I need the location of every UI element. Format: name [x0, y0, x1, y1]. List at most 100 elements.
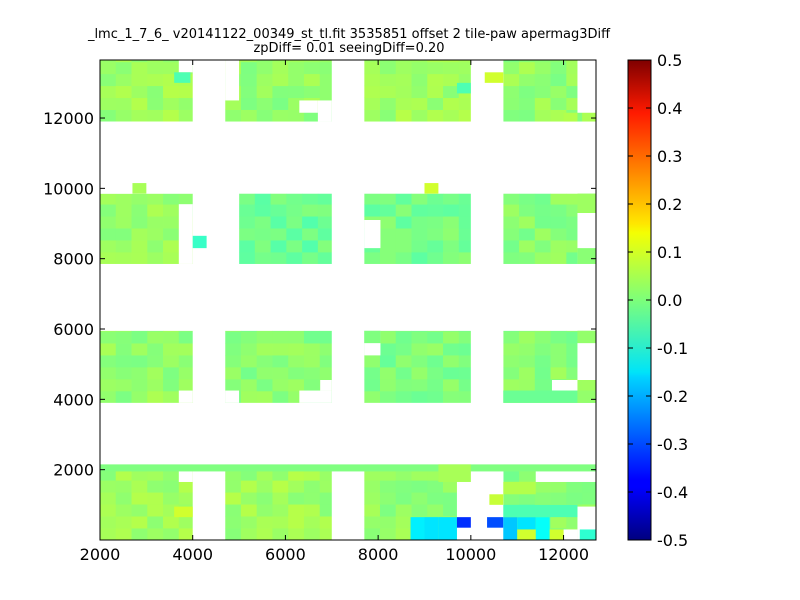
heatmap-cell: [411, 504, 428, 517]
heatmap-cell: [178, 343, 194, 356]
heatmap-cell: [443, 97, 460, 110]
heatmap-cell: [411, 240, 428, 253]
heatmap-cell: [272, 330, 289, 332]
heatmap-cell: [240, 378, 258, 392]
heatmap-cell: [443, 240, 460, 253]
heatmap-cell: [163, 355, 180, 368]
heatmap-cell: [519, 331, 536, 344]
heatmap-cell: [147, 331, 164, 344]
heatmap-cell: [379, 216, 397, 229]
heatmap-gap: [192, 330, 226, 403]
colorbar-ticks: -0.5 -0.4 -0.3 -0.2 -0.1 0.0 0.1 0.2 0.3 0.4 0.5: [628, 51, 688, 550]
heatmap-cell: [178, 331, 194, 344]
heatmap-cell: [178, 528, 194, 541]
heatmap-cell: [225, 343, 242, 356]
heatmap-cell: [115, 504, 132, 517]
x-tick-label: 6000: [265, 545, 306, 564]
heatmap-cell: [319, 60, 333, 63]
heatmap-cell: [489, 494, 504, 505]
chart-title: _lmc_1_7_6_ v20141122_00349_st_tl.fit 35…: [87, 27, 611, 42]
heatmap-cell: [517, 529, 536, 540]
heatmap-cell: [534, 109, 551, 122]
heatmap-cell: [519, 85, 536, 99]
heatmap-cell: [411, 331, 428, 344]
heatmap-cell: [240, 390, 258, 404]
colorbar-tick-label: -0.1: [657, 339, 688, 358]
heatmap-cell: [163, 343, 180, 356]
heatmap-cell: [379, 480, 397, 493]
heatmap-cell: [379, 109, 397, 122]
heatmap-cell: [100, 85, 117, 99]
heatmap-cell: [319, 355, 333, 368]
heatmap-cell: [115, 330, 132, 332]
heatmap-cell: [458, 366, 472, 380]
heatmap-cell: [395, 480, 412, 493]
heatmap-cell: [163, 252, 180, 265]
heatmap-cell: [379, 228, 397, 241]
heatmap-cell: [458, 378, 472, 392]
heatmap-cell: [272, 528, 289, 541]
heatmap-cell: [178, 330, 194, 332]
heatmap-cell: [115, 216, 132, 229]
heatmap-cell: [395, 504, 412, 517]
heatmap-cell: [364, 60, 381, 63]
heatmap-gap: [178, 204, 193, 264]
heatmap-cell: [100, 252, 117, 265]
heatmap-cell: [288, 378, 305, 392]
heatmap-cell: [566, 60, 583, 63]
heatmap-cell: [549, 529, 564, 540]
heatmap-cell: [411, 378, 428, 392]
heatmap-cell: [534, 61, 551, 75]
heatmap-cell: [163, 97, 180, 110]
heatmap-cell: [272, 390, 289, 404]
heatmap-cell: [503, 252, 520, 265]
heatmap-cell: [225, 331, 242, 344]
heatmap-cell: [443, 109, 460, 122]
heatmap-cell: [443, 331, 460, 344]
heatmap-cell: [115, 252, 132, 265]
heatmap-cell: [100, 516, 117, 529]
heatmap-cell: [395, 330, 412, 332]
heatmap-cell: [115, 366, 132, 380]
heatmap-cell: [411, 61, 428, 75]
heatmap-cell: [147, 330, 164, 332]
heatmap-cell: [302, 228, 319, 241]
heatmap-cell: [115, 355, 132, 368]
heatmap-cell: [443, 73, 460, 87]
heatmap-cell: [239, 216, 256, 229]
heatmap-cell: [379, 528, 397, 541]
x-tick-label: 10000: [445, 545, 496, 564]
heatmap-cell: [364, 390, 381, 404]
x-axis: 2000 4000 6000 8000 10000 12000: [80, 60, 589, 564]
heatmap-cell: [178, 378, 194, 392]
heatmap-cell: [395, 252, 412, 265]
heatmap-cell: [100, 240, 117, 253]
heatmap-cell: [443, 216, 460, 229]
heatmap-cell: [147, 504, 164, 517]
heatmap-cell: [582, 480, 597, 493]
heatmap-gap: [577, 60, 596, 113]
heatmap-cell: [411, 193, 428, 205]
heatmap-cell: [131, 193, 148, 205]
heatmap-cell: [395, 193, 412, 205]
heatmap-cell: [163, 240, 180, 253]
heatmap-cell: [303, 492, 321, 505]
heatmap-cell: [178, 97, 194, 110]
heatmap-cell: [254, 193, 271, 205]
heatmap-cell: [395, 204, 412, 217]
heatmap-cell: [503, 378, 520, 392]
heatmap-cell: [519, 252, 536, 265]
heatmap-cell: [364, 330, 381, 344]
heatmap-cell: [458, 97, 472, 110]
heatmap-cell: [427, 366, 444, 380]
heatmap-cell: [563, 112, 578, 122]
heatmap-plot-area: [100, 60, 597, 541]
heatmap-cell: [303, 331, 321, 344]
heatmap-cell: [270, 240, 287, 253]
heatmap-cell: [550, 252, 567, 265]
heatmap-cell: [256, 378, 273, 392]
heatmap-cell: [163, 516, 180, 529]
heatmap-cell: [427, 492, 444, 505]
heatmap-cell: [100, 73, 117, 87]
